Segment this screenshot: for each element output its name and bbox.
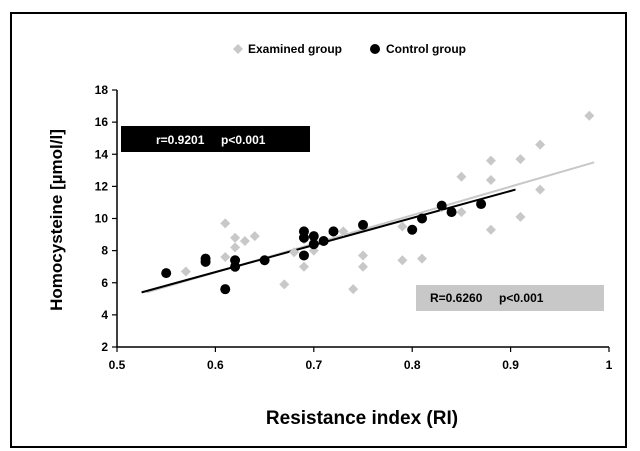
control-point [318,235,329,246]
x-tick-label: 0.6 [207,358,224,372]
control-point [308,231,319,242]
control-stat-box: r=0.9201 p<0.001 [121,126,310,152]
control-point [446,207,457,218]
legend-label-control: Control group [386,42,466,56]
y-tick-label: 8 [101,244,108,258]
y-axis-ticks: 2 4 6 8 10 12 14 16 18 [95,83,117,354]
control-point [407,224,418,235]
y-tick-label: 12 [95,179,109,193]
y-tick-label: 2 [101,340,108,354]
examined-point [289,247,300,258]
examined-point [584,110,595,121]
examined-point [220,218,231,229]
control-point [161,268,172,279]
examined-point [279,279,290,290]
control-point [200,256,211,267]
y-tick-label: 14 [95,147,109,161]
legend-marker-control [370,44,380,54]
examined-point [230,232,241,243]
examined-stat-text: R=0.6260 p<0.001 [430,291,544,305]
control-group-points [161,199,487,295]
examined-point [220,252,231,263]
control-stat-text: r=0.9201 p<0.001 [156,133,266,147]
x-axis-ticks: 0.5 0.6 0.7 0.8 0.9 1 [109,347,613,372]
examined-point [515,154,526,165]
regression-lines [141,161,595,294]
legend: Examined group Control group [233,42,466,56]
control-point [417,213,428,224]
x-tick-label: 0.7 [305,358,322,372]
control-point [230,261,241,272]
legend-label-examined: Examined group [248,42,342,56]
y-tick-label: 18 [95,83,109,97]
control-point [259,255,270,266]
examined-point [249,231,260,242]
legend-marker-examined [233,44,243,54]
control-point [358,219,368,230]
y-tick-label: 6 [101,276,108,290]
x-tick-label: 1 [606,358,613,372]
control-point [308,239,319,250]
examined-point [239,235,250,246]
examined-point [358,250,368,261]
examined-point [338,226,349,237]
x-axis-title: Resistance index (RI) [266,408,458,429]
x-tick-label: 0.8 [404,358,421,372]
x-tick-label: 0.9 [502,358,519,372]
control-point [298,250,309,261]
examined-point [456,171,467,182]
examined-stat-box: R=0.6260 p<0.001 [416,285,604,311]
examined-point [535,139,546,150]
examined-point [397,255,408,266]
examined-point [180,266,191,277]
control-point [476,199,487,210]
examined-point [397,221,408,232]
control-point [436,200,447,211]
examined-point [348,284,359,295]
examined-stat-background [416,285,604,311]
examined-point [535,184,546,195]
control-point [220,284,231,295]
y-axis-title: Homocysteine [µmol/l] [47,129,66,311]
y-tick-label: 10 [95,212,109,226]
examined-point [230,242,241,253]
examined-point [417,253,428,264]
examined-point [485,155,496,166]
examined-point [456,207,467,218]
chart-frame [10,12,627,448]
examined-point [485,224,496,235]
x-tick-label: 0.5 [109,358,126,372]
y-tick-label: 16 [95,115,109,129]
control-stat-background [121,126,310,152]
y-tick-label: 4 [101,308,108,322]
examined-point [515,211,526,222]
examined-point [358,261,368,272]
examined-point [298,261,309,272]
control-point [298,232,309,243]
control-point [328,226,339,237]
examined-point [485,174,496,185]
